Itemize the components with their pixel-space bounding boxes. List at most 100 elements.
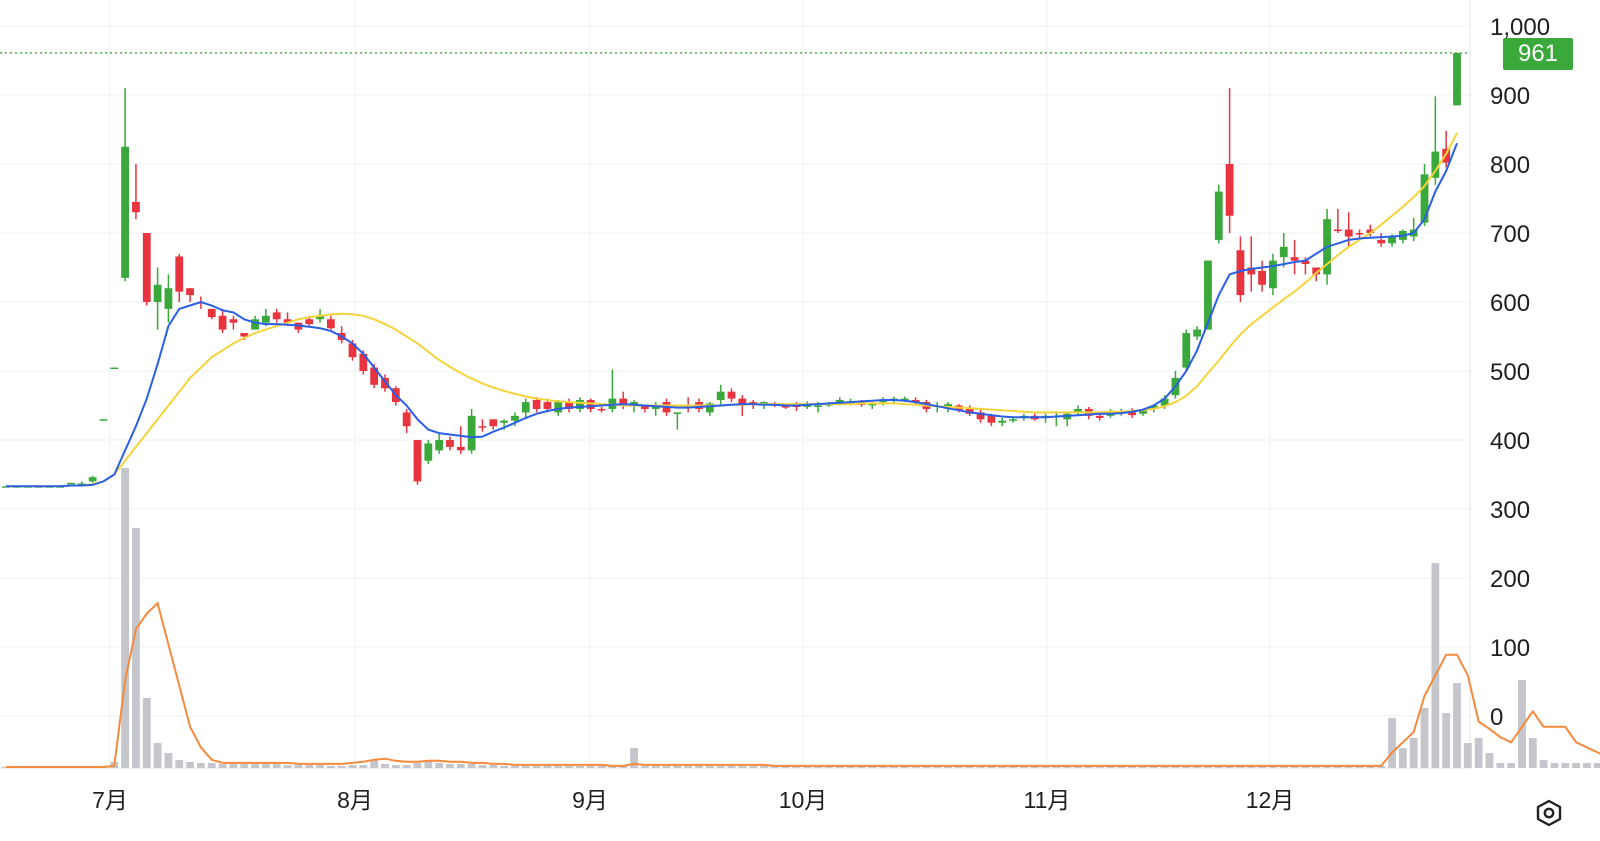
candle-body <box>283 319 292 323</box>
volume-bar <box>1572 763 1581 768</box>
volume-bar <box>1041 766 1050 768</box>
volume-bar <box>348 765 357 768</box>
volume-bar <box>1030 766 1039 768</box>
settings-hexagon-icon[interactable] <box>1534 798 1564 828</box>
candle-body <box>640 405 649 409</box>
volume-bar <box>1583 763 1591 768</box>
candle-body <box>110 367 119 370</box>
candle-body <box>153 284 162 302</box>
candle-body <box>1453 52 1461 106</box>
time-tick-label: 11月 <box>1024 787 1071 813</box>
time-tick-label: 8月 <box>337 787 373 813</box>
candle-body <box>987 415 996 423</box>
volume-bar <box>944 766 952 768</box>
volume-bar <box>1344 766 1353 768</box>
candle-body <box>229 319 238 323</box>
volume-bar <box>1409 738 1418 768</box>
candle-body <box>597 408 606 411</box>
candle-body <box>511 415 519 421</box>
volume-bar <box>987 766 996 768</box>
price-tick-label: 700 <box>1490 221 1530 248</box>
candle-body <box>348 343 357 358</box>
volume-bar <box>1323 766 1331 768</box>
candle-body <box>1225 164 1234 216</box>
price-tick-label: 1,000 <box>1490 14 1550 41</box>
volume-bar <box>543 766 552 768</box>
volume-bar <box>1507 763 1516 768</box>
candle-body <box>879 399 887 403</box>
price-tick-label: 200 <box>1490 566 1530 593</box>
volume-bar <box>121 468 130 768</box>
volume-bar <box>500 766 509 768</box>
volume-bar <box>933 766 942 768</box>
volume-bar <box>673 766 682 768</box>
ma-short-line <box>6 142 1458 488</box>
candle-body <box>1420 174 1429 223</box>
candle-body <box>1388 236 1396 244</box>
volume-bar <box>521 766 530 768</box>
volume-bar <box>1333 766 1342 768</box>
candle-body <box>77 483 86 485</box>
candle-body <box>1236 250 1245 296</box>
candle-body <box>478 426 487 428</box>
volume-bar <box>175 760 184 768</box>
volume-bar <box>294 765 303 768</box>
volume-bar <box>1561 763 1570 768</box>
volume-bar <box>879 766 887 768</box>
volume-bar <box>608 766 617 768</box>
candle-body <box>716 391 725 400</box>
candle-body <box>543 402 552 409</box>
candle-body <box>1366 229 1375 233</box>
candle-body <box>164 288 173 309</box>
candle-body <box>132 201 140 213</box>
volume-bar <box>900 766 909 768</box>
volume-bar <box>381 764 389 768</box>
candle-body <box>207 308 216 318</box>
volume-bar <box>424 760 433 768</box>
volume-bar <box>532 766 541 768</box>
candle-body <box>619 398 628 405</box>
volume-bar <box>305 765 314 768</box>
candle-body <box>359 353 368 371</box>
volume-bar <box>467 764 476 768</box>
volume-bar <box>586 766 595 768</box>
volume-bar <box>922 766 931 768</box>
volume-bar <box>868 766 877 768</box>
candle-body <box>521 402 530 413</box>
volume-bar <box>1453 683 1461 768</box>
candle-body <box>814 405 823 407</box>
volume-ma-line <box>6 601 1600 768</box>
volume-bar <box>1149 766 1158 768</box>
volume-bar <box>489 765 498 768</box>
candle-body <box>705 403 714 413</box>
volume-bar <box>1009 766 1017 768</box>
candle-body <box>1269 260 1277 289</box>
volume-bar <box>1442 713 1451 768</box>
volume-bar <box>684 766 693 768</box>
candle-body <box>1442 148 1451 163</box>
candle-body <box>1149 405 1158 409</box>
candle-body <box>240 333 249 337</box>
candle-body <box>218 315 227 330</box>
volume-bar <box>251 764 259 768</box>
candle-body <box>435 440 444 451</box>
candle-body <box>760 402 768 405</box>
volume-bar <box>132 528 140 768</box>
candle-body <box>554 402 563 413</box>
candle-body <box>402 412 411 427</box>
candle-body <box>1182 333 1191 368</box>
volume-bar <box>1247 766 1256 768</box>
volume-bar <box>1301 766 1310 768</box>
volume-bar <box>142 698 151 768</box>
candle-body <box>424 443 433 461</box>
volume-bar <box>705 766 714 768</box>
volume-bar <box>1052 766 1061 768</box>
volume-bar <box>965 766 974 768</box>
candle-body <box>998 420 1007 423</box>
volume-bar <box>1290 766 1299 768</box>
volume-bar <box>207 763 216 768</box>
candle-body <box>175 256 184 292</box>
volume-bar <box>619 766 628 768</box>
